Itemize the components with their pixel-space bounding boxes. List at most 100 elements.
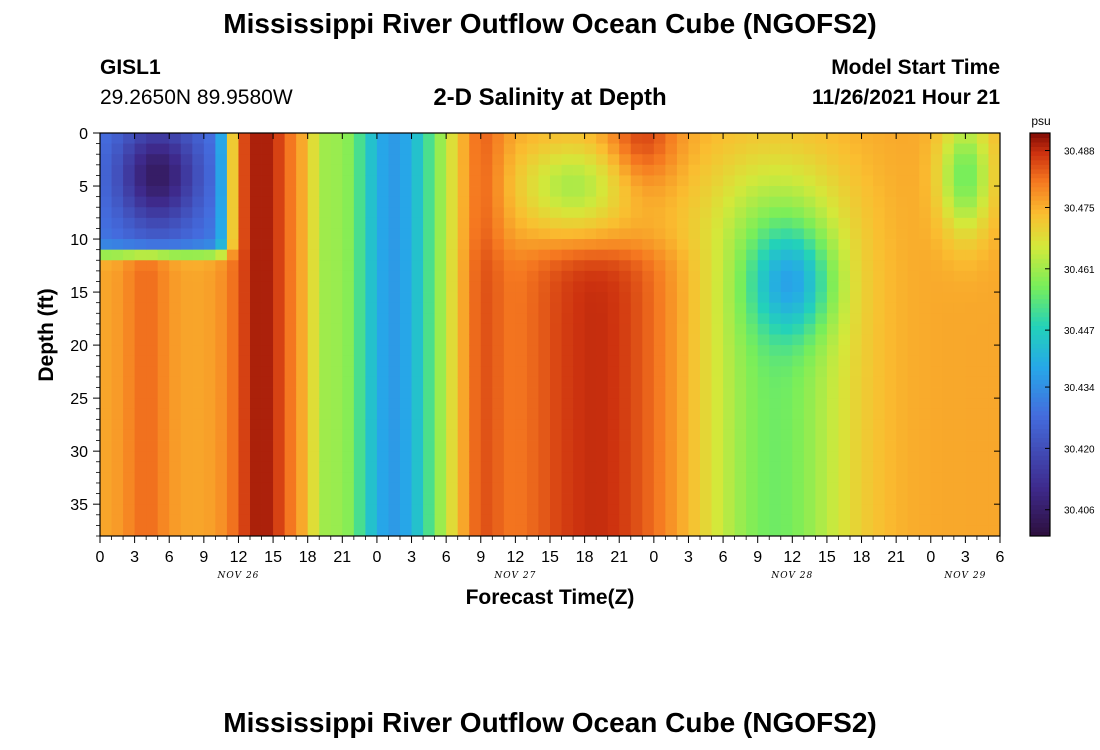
heatmap-cell <box>169 239 182 251</box>
heatmap-cell <box>988 196 1001 208</box>
heatmap-cell <box>226 493 239 505</box>
heatmap-cell <box>365 345 378 357</box>
heatmap-cell <box>942 419 955 431</box>
heatmap-cell <box>388 196 401 208</box>
heatmap-cell <box>319 270 332 282</box>
heatmap-cell <box>700 493 712 505</box>
heatmap-cell <box>723 429 736 441</box>
heatmap-cell <box>215 281 228 293</box>
heatmap-cell <box>480 154 493 166</box>
heatmap-cell <box>723 419 736 431</box>
heatmap-cell <box>480 164 493 176</box>
heatmap-cell <box>550 408 562 420</box>
heatmap-cell <box>388 143 401 155</box>
heatmap-cell <box>457 249 470 261</box>
heatmap-cell <box>134 154 147 166</box>
heatmap-cell <box>261 525 274 537</box>
heatmap-cell <box>896 175 909 187</box>
heatmap-cell <box>215 133 228 145</box>
heatmap-cell <box>942 175 955 187</box>
heatmap-cell <box>203 143 216 155</box>
heatmap-cell <box>480 482 493 494</box>
heatmap-cell <box>492 440 505 452</box>
heatmap-cell <box>192 525 205 537</box>
heatmap-cell <box>169 398 182 410</box>
heatmap-cell <box>896 292 909 304</box>
heatmap-cell <box>700 334 712 346</box>
heatmap-cell <box>619 334 632 346</box>
heatmap-cell <box>411 387 424 399</box>
heatmap-cell <box>850 270 862 282</box>
heatmap-cell <box>238 313 251 325</box>
heatmap-cell <box>273 451 286 463</box>
heatmap-cell <box>365 493 378 505</box>
heatmap-cell <box>342 239 355 251</box>
heatmap-cell <box>700 504 712 516</box>
heatmap-cell <box>757 493 770 505</box>
heatmap-cell <box>203 186 216 198</box>
heatmap-cell <box>688 355 701 367</box>
heatmap-cell <box>965 175 978 187</box>
heatmap-cell <box>884 345 897 357</box>
heatmap-cell <box>757 196 770 208</box>
heatmap-cell <box>815 217 828 229</box>
heatmap-cell <box>146 408 159 420</box>
heatmap-cell <box>400 186 412 198</box>
heatmap-cell <box>457 429 470 441</box>
heatmap-cell <box>676 323 689 335</box>
heatmap-cell <box>146 239 159 251</box>
heatmap-cell <box>584 472 597 484</box>
heatmap-cell <box>953 302 966 314</box>
heatmap-cell <box>123 440 136 452</box>
heatmap-cell <box>388 504 401 516</box>
heatmap-cell <box>988 186 1001 198</box>
heatmap-cell <box>850 217 862 229</box>
heatmap-cell <box>550 239 562 251</box>
heatmap-cell <box>226 514 239 526</box>
heatmap-cell <box>700 514 712 526</box>
heatmap-cell <box>296 281 309 293</box>
heatmap-cell <box>988 270 1001 282</box>
heatmap-cell <box>550 175 562 187</box>
heatmap-cell <box>919 493 932 505</box>
heatmap-cell <box>376 461 389 473</box>
heatmap-cell <box>123 334 136 346</box>
heatmap-cell <box>792 196 805 208</box>
heatmap-cell <box>226 175 239 187</box>
heatmap-cell <box>457 451 470 463</box>
heatmap-cell <box>769 493 782 505</box>
heatmap-cell <box>446 345 459 357</box>
heatmap-cell <box>319 429 332 441</box>
heatmap-cell <box>515 217 528 229</box>
heatmap-cell <box>226 154 239 166</box>
x-tick-label: 12 <box>230 549 248 566</box>
heatmap-cell <box>746 440 759 452</box>
heatmap-cell <box>896 302 909 314</box>
heatmap-cell <box>826 292 839 304</box>
heatmap-cell <box>157 334 170 346</box>
heatmap-cell <box>492 292 505 304</box>
heatmap-cell <box>930 323 943 335</box>
heatmap-cell <box>469 207 482 219</box>
heatmap-cell <box>342 493 355 505</box>
heatmap-cell <box>573 408 586 420</box>
heatmap-cell <box>146 323 159 335</box>
heatmap-cell <box>157 504 170 516</box>
heatmap-cell <box>180 493 193 505</box>
heatmap-cell <box>596 514 609 526</box>
heatmap-cell <box>665 260 678 272</box>
heatmap-cell <box>423 334 436 346</box>
heatmap-cell <box>492 482 505 494</box>
heatmap-cell <box>711 451 724 463</box>
heatmap-cell <box>457 472 470 484</box>
heatmap-cell <box>353 196 366 208</box>
heatmap-cell <box>111 270 124 282</box>
heatmap-cell <box>861 217 874 229</box>
heatmap-cell <box>596 154 609 166</box>
heatmap-cell <box>123 514 136 526</box>
heatmap-cell <box>573 461 586 473</box>
heatmap-cell <box>515 239 528 251</box>
heatmap-cell <box>515 260 528 272</box>
heatmap-cell <box>446 207 459 219</box>
heatmap-cell <box>400 419 412 431</box>
